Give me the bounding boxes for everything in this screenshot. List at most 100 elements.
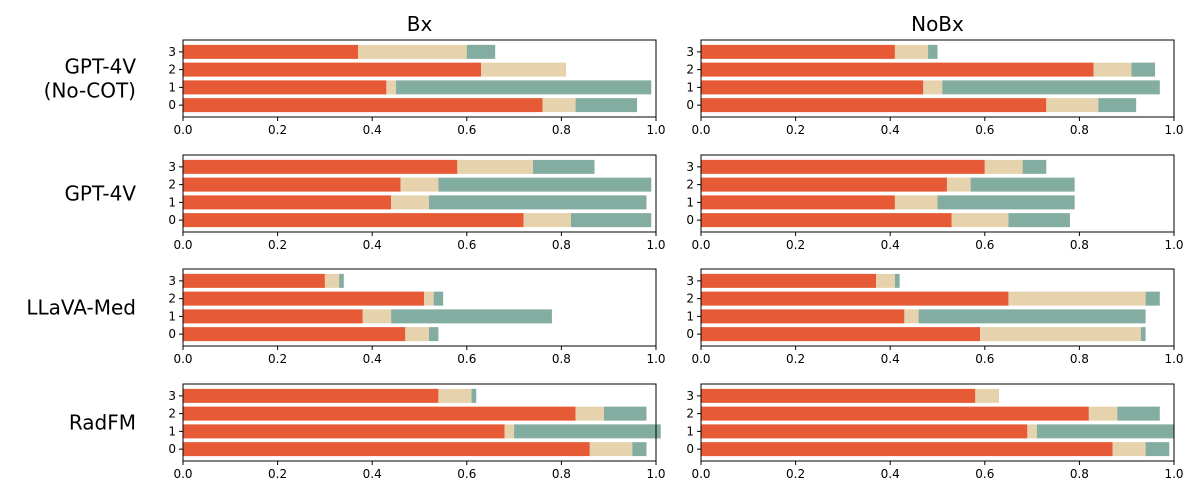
y-tick-label: 0 [686, 213, 694, 227]
x-tick-label: 0.8 [1070, 467, 1089, 481]
bar-segment [523, 213, 571, 228]
row-label: GPT-4V [64, 182, 136, 206]
bar-segment [1112, 442, 1146, 457]
y-tick-label: 3 [686, 45, 694, 59]
x-tick-label: 0.6 [975, 467, 994, 481]
bar-segment [1117, 406, 1160, 421]
x-tick-label: 1.0 [1164, 467, 1183, 481]
bar-segment [438, 388, 472, 403]
x-tick-label: 0.4 [881, 123, 900, 137]
y-tick-label: 0 [686, 442, 694, 456]
axes-frame [182, 383, 657, 462]
column-titles: Bx NoBx [407, 12, 964, 36]
x-tick-label: 0.8 [552, 238, 571, 252]
bar-segment [946, 177, 971, 192]
bar-segment [701, 62, 1094, 77]
y-tick-label: 2 [168, 292, 176, 306]
y-tick-label: 0 [686, 98, 694, 112]
x-tick-label: 0.4 [363, 238, 382, 252]
axes-frame [182, 154, 657, 233]
y-tick-label: 1 [686, 424, 694, 438]
bar-segment [894, 44, 929, 59]
x-tick-label: 0.6 [457, 352, 476, 366]
y-tick-label: 2 [686, 407, 694, 421]
axes-frame [700, 154, 1175, 233]
bar-segment [1036, 424, 1174, 439]
bar-segment [183, 44, 359, 59]
y-tick-label: 2 [168, 63, 176, 77]
x-tick-label: 0.0 [173, 352, 192, 366]
x-tick-label: 1.0 [646, 352, 665, 366]
panel: 0 1 2 3 0.0 0.2 0.4 0.6 0.8 1.0 [686, 383, 1184, 481]
y-tick-label: 1 [168, 424, 176, 438]
x-tick-label: 1.0 [1164, 352, 1183, 366]
bar-segment [514, 424, 661, 439]
panel: 0 1 2 3 0.0 0.2 0.4 0.6 0.8 1.0 [686, 268, 1184, 366]
x-tick-label: 1.0 [1164, 238, 1183, 252]
x-tick-label: 0.4 [881, 238, 900, 252]
x-tick-label: 0.8 [552, 123, 571, 137]
bar-segment [183, 309, 363, 324]
x-tick-label: 0.8 [552, 467, 571, 481]
bar-segment [928, 44, 938, 59]
bar-segment [1022, 159, 1047, 174]
x-tick-label: 0.0 [691, 467, 710, 481]
panel: 0 1 2 3 0.0 0.2 0.4 0.6 0.8 1.0 [686, 154, 1184, 252]
row-label: LLaVA-Med [26, 296, 136, 320]
bar-segment [904, 309, 919, 324]
bar-segment [1145, 291, 1160, 306]
bar-segment [480, 62, 567, 77]
x-tick-label: 0.0 [691, 352, 710, 366]
row-label: RadFM [69, 411, 136, 435]
bar-segment [876, 273, 895, 288]
bar-segment [362, 309, 392, 324]
bar-segment [632, 442, 647, 457]
x-tick-label: 0.4 [363, 123, 382, 137]
bar-segment [701, 388, 976, 403]
bar-segment [542, 98, 576, 113]
bar-segment [942, 80, 1160, 95]
column-title: NoBx [911, 12, 964, 36]
bar-segment [183, 80, 387, 95]
y-tick-label: 1 [686, 195, 694, 209]
y-tick-label: 2 [686, 63, 694, 77]
y-tick-label: 1 [168, 195, 176, 209]
row-labels: GPT-4V (No-COT) GPT-4V LLaVA-Med RadFM [26, 55, 136, 435]
bar-segment [183, 62, 481, 77]
bar-segment [324, 273, 340, 288]
bar-segment [701, 424, 1028, 439]
bar-segment [701, 44, 895, 59]
panels: 0 1 2 3 0.0 0.2 0.4 0.6 0.8 1.0 0 1 2 3 0.0 0.2 0.4 0.6 0.… [168, 39, 1184, 481]
x-tick-label: 0.6 [457, 238, 476, 252]
bar-segment [400, 177, 439, 192]
x-tick-label: 0.8 [1070, 352, 1089, 366]
y-tick-label: 3 [168, 389, 176, 403]
bar-segment [701, 291, 1009, 306]
x-tick-label: 0.2 [786, 238, 805, 252]
bar-segment [1008, 213, 1070, 228]
bar-segment [391, 309, 552, 324]
x-tick-label: 0.4 [881, 352, 900, 366]
y-tick-label: 2 [686, 178, 694, 192]
x-tick-label: 0.0 [691, 123, 710, 137]
bar-segment [701, 195, 895, 210]
bar-segment [457, 159, 534, 174]
bar-segment [405, 327, 429, 342]
bar-segment [701, 177, 947, 192]
row-label: GPT-4V (No-COT) [44, 55, 137, 103]
y-tick-label: 3 [686, 389, 694, 403]
y-tick-label: 2 [168, 178, 176, 192]
x-tick-label: 1.0 [646, 123, 665, 137]
bar-segment [937, 195, 1075, 210]
bar-segment [701, 213, 952, 228]
bar-segment [183, 442, 590, 457]
bar-segment [183, 388, 439, 403]
bar-segment [575, 406, 604, 421]
panel: 0 1 2 3 0.0 0.2 0.4 0.6 0.8 1.0 [686, 39, 1184, 137]
x-tick-label: 0.6 [975, 352, 994, 366]
x-tick-label: 0.8 [552, 352, 571, 366]
panel: 0 1 2 3 0.0 0.2 0.4 0.6 0.8 1.0 [168, 268, 666, 366]
bar-segment [1145, 442, 1170, 457]
x-tick-label: 0.2 [786, 123, 805, 137]
